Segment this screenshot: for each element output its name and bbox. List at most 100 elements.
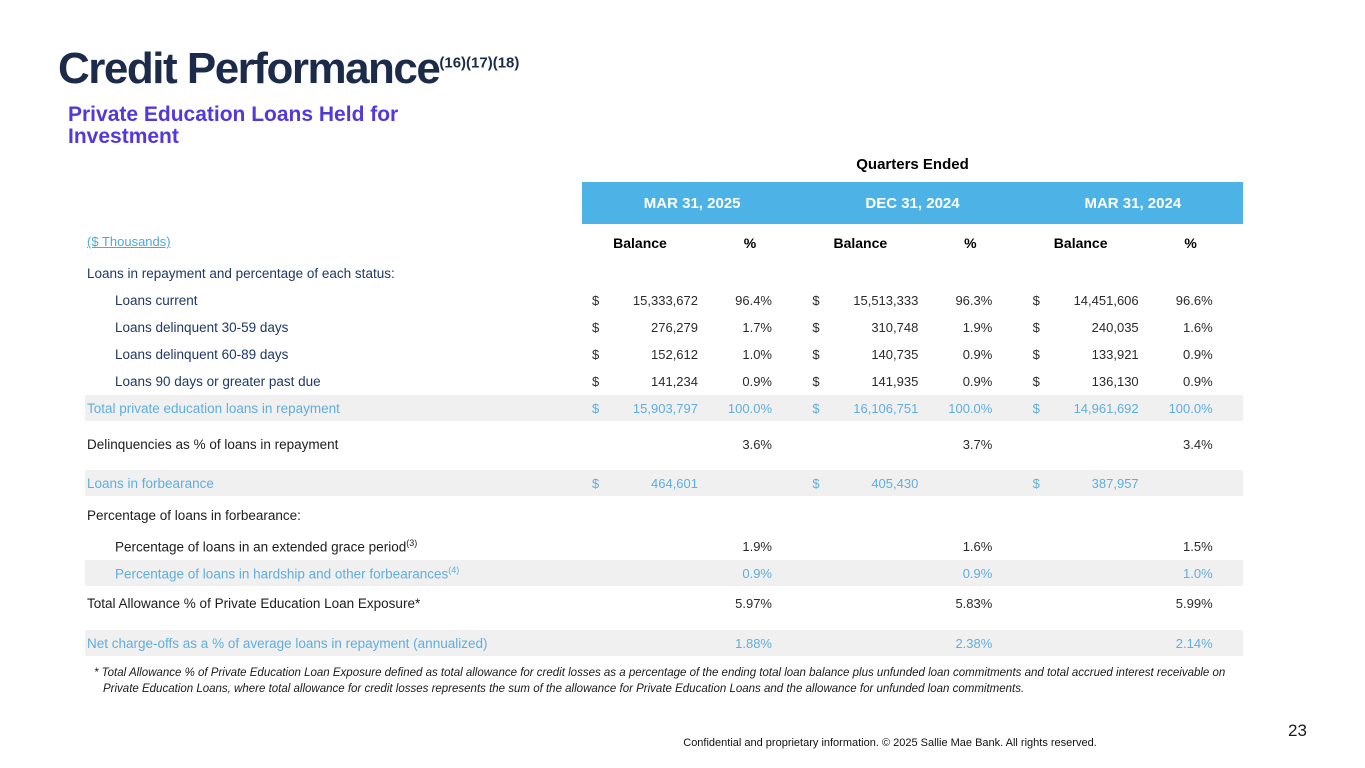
row-label: Delinquencies as % of loans in repayment: [85, 437, 582, 452]
quarter-cells: 0.9%: [582, 560, 802, 586]
row-label-text: Total Allowance % of Private Education L…: [87, 596, 421, 611]
quarter-cells: 5.99%: [1023, 590, 1243, 617]
percent-value: 100.0%: [727, 400, 772, 416]
row-label: Percentage of loans in an extended grace…: [85, 538, 582, 555]
table-row-net-charge-offs: Net charge-offs as a % of average loans …: [85, 630, 1243, 656]
column-header-group: Balance %: [802, 235, 1022, 251]
balance-value: 16,106,751: [853, 400, 919, 416]
dollar-sign: $: [812, 475, 820, 491]
row-label-text: Loans in forbearance: [87, 475, 214, 491]
percent-value: 1.0%: [742, 347, 772, 362]
percent-value: 3.4%: [1183, 437, 1213, 452]
dollar-sign: $: [592, 400, 600, 416]
balance-value: 14,961,692: [1073, 400, 1139, 416]
quarter-cells: $276,279 1.7%: [582, 314, 802, 341]
percent-value: 1.5%: [1183, 539, 1213, 554]
quarter-cells: 3.7%: [802, 431, 1022, 458]
quarter-cells: $15,513,333 96.3%: [802, 287, 1022, 314]
balance-value: 141,234: [651, 374, 698, 389]
data-table: Loans in repayment and percentage of eac…: [85, 260, 1243, 656]
row-label-text: Total private education loans in repayme…: [87, 400, 340, 416]
percent-value: 1.6%: [1183, 320, 1213, 335]
dollar-sign: $: [592, 347, 600, 362]
balance-value: 133,921: [1091, 347, 1139, 362]
dollar-sign: $: [592, 374, 600, 389]
quarter-cells: 2.38%: [802, 630, 1022, 656]
column-header-group: Balance %: [1023, 235, 1243, 251]
units-link[interactable]: ($ Thousands): [87, 234, 171, 249]
confidentiality-footer: Confidential and proprietary information…: [683, 737, 1097, 749]
quarter-header-mar-2024: MAR 31, 2024: [1084, 194, 1182, 212]
dollar-sign: $: [592, 320, 600, 335]
percent-value: 1.6%: [962, 539, 993, 554]
percent-value: 0.9%: [962, 374, 993, 389]
percent-value: 2.38%: [955, 635, 993, 651]
dollar-sign: $: [812, 293, 820, 308]
percent-value: 0.9%: [962, 565, 993, 581]
percent-column-header: %: [1184, 235, 1197, 251]
dollar-sign: $: [1032, 293, 1040, 308]
quarter-cells: 1.88%: [582, 630, 802, 656]
quarter-cells: 0.9%: [802, 560, 1022, 586]
percent-value: 0.9%: [962, 347, 993, 362]
quarter-cells: $133,921 0.9%: [1023, 341, 1243, 368]
column-headers: Balance % Balance % Balance %: [582, 235, 1243, 251]
table-row-section: Percentage of loans in forbearance:: [85, 502, 1243, 529]
percent-value: 96.6%: [1175, 293, 1213, 308]
row-label: Percentage of loans in forbearance:: [85, 508, 582, 523]
percent-column-header: %: [964, 235, 977, 251]
page-number: 23: [1288, 721, 1307, 740]
quarter-cells: 1.5%: [1023, 533, 1243, 560]
quarter-cells: $15,903,797 100.0%: [582, 395, 802, 421]
row-label: Loans in repayment and percentage of eac…: [85, 266, 582, 281]
quarter-cells: $405,430: [802, 470, 1022, 496]
percent-value: 1.88%: [735, 635, 772, 651]
footnote-ref: (3): [406, 538, 418, 549]
percent-value: 1.9%: [742, 539, 772, 554]
quarter-cells: 5.83%: [802, 590, 1022, 617]
row-label-text: Loans delinquent 30-59 days: [115, 320, 289, 335]
percent-value: 100.0%: [948, 400, 993, 416]
percent-value: 100.0%: [1168, 400, 1213, 416]
table-row-section: Loans in repayment and percentage of eac…: [85, 260, 1243, 287]
quarter-header-band: MAR 31, 2025 DEC 31, 2024 MAR 31, 2024: [582, 182, 1243, 224]
row-label-text: Percentage of loans in an extended grace…: [115, 539, 407, 555]
quarter-cells: $16,106,751 100.0%: [802, 395, 1022, 421]
quarter-cells: 5.97%: [582, 590, 802, 617]
balance-value: 141,935: [871, 374, 919, 389]
balance-value: 136,130: [1091, 374, 1139, 389]
page-title-text: Credit Performance: [58, 44, 441, 93]
quarter-header-mar-2025: MAR 31, 2025: [643, 194, 741, 212]
balance-value: 15,333,672: [632, 293, 698, 308]
dollar-sign: $: [1032, 374, 1040, 389]
row-label: Loans current: [85, 293, 582, 308]
row-label-text: Percentage of loans in forbearance:: [87, 508, 301, 523]
row-label: Loans delinquent 60-89 days: [85, 347, 582, 362]
table-row-forbearance: Loans in forbearance $464,601 $405,430 $…: [85, 470, 1243, 496]
row-label: Net charge-offs as a % of average loans …: [85, 636, 582, 651]
quarter-cells: $14,961,692 100.0%: [1023, 395, 1243, 421]
quarter-cells: 3.4%: [1023, 431, 1243, 458]
quarter-cells: $141,234 0.9%: [582, 368, 802, 395]
table-row: Loans delinquent 60-89 days $152,612 1.0%…: [85, 341, 1243, 368]
table-group-header: Quarters Ended: [856, 156, 969, 173]
table-row-total-allowance: Total Allowance % of Private Education L…: [85, 590, 1243, 617]
balance-value: 140,735: [871, 347, 919, 362]
table-row-total-repayment: Total private education loans in repayme…: [85, 395, 1243, 421]
quarter-cells: 1.0%: [1023, 560, 1243, 586]
percent-value: 1.9%: [962, 320, 993, 335]
table-row: Loans delinquent 30-59 days $276,279 1.7%…: [85, 314, 1243, 341]
column-header-group: Balance %: [582, 235, 802, 251]
dollar-sign: $: [592, 475, 600, 491]
percent-value: 1.0%: [1183, 565, 1213, 581]
dollar-sign: $: [1032, 347, 1040, 362]
table-row-grace-period: Percentage of loans in an extended grace…: [85, 533, 1243, 560]
balance-value: 152,612: [651, 347, 698, 362]
row-label-text: Net charge-offs as a % of average loans …: [87, 635, 488, 651]
percent-value: 96.4%: [735, 293, 772, 308]
percent-value: 5.99%: [1175, 596, 1213, 611]
row-label: Loans delinquent 30-59 days: [85, 320, 582, 335]
percent-value: 0.9%: [1183, 347, 1213, 362]
quarter-cells: $15,333,672 96.4%: [582, 287, 802, 314]
